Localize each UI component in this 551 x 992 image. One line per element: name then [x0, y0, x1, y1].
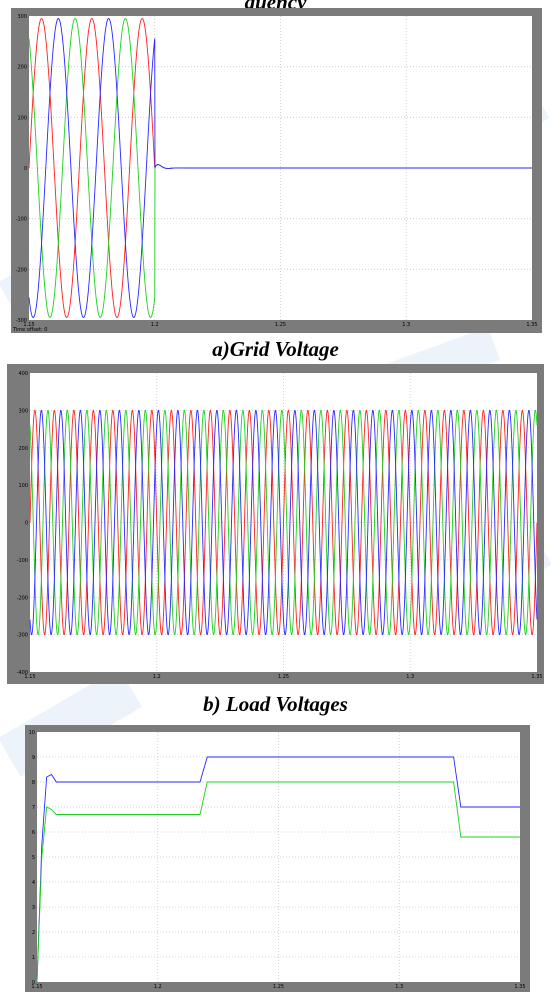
y-tick-label: 0: [32, 980, 35, 986]
x-tick-label: 1.15: [31, 984, 42, 990]
x-tick-label: 1.2: [153, 674, 161, 680]
y-tick-label: 300: [17, 14, 27, 20]
x-tick-label: 1.25: [278, 674, 289, 680]
y-tick-label: 200: [17, 65, 27, 71]
y-tick-label: -300: [17, 633, 28, 639]
x-tick-label: 1.3: [395, 984, 403, 990]
y-tick-label: -100: [16, 217, 27, 223]
y-tick-label: 1: [32, 955, 35, 961]
y-tick-label: 0: [24, 166, 27, 172]
x-tick-label: 1.35: [531, 674, 542, 680]
x-tick-label: 1.25: [275, 322, 286, 328]
y-tick-label: -300: [16, 318, 27, 324]
y-tick-label: 3: [32, 905, 35, 911]
x-tick-label: 1.15: [23, 322, 34, 328]
y-tick-label: 4: [32, 880, 35, 886]
series-line-1: [29, 409, 538, 636]
y-tick-label: 0: [25, 521, 28, 527]
y-tick-label: -100: [17, 558, 28, 564]
scope-rms: 1.15 1.2 1.25 1.3 1.35 10 9 8 7 6 5 4 3 2 1 0: [25, 725, 530, 992]
series-line-2: [29, 409, 538, 636]
y-tick-label: -200: [16, 267, 27, 273]
x-tick-label: 1.2: [154, 984, 162, 990]
series-line-2: [28, 18, 532, 318]
series-line-0: [29, 409, 538, 636]
y-tick-label: -400: [17, 670, 28, 676]
y-tick-label: 5: [32, 855, 35, 861]
x-tick-label: 1.35: [526, 322, 537, 328]
y-tick-label: 200: [18, 446, 28, 452]
x-tick-label: 1.35: [514, 984, 525, 990]
y-tick-label: -200: [17, 595, 28, 601]
y-tick-label: 300: [18, 408, 28, 414]
y-tick-label: 2: [32, 930, 35, 936]
load-voltages-chart: 1.15 1.2 1.25 1.3 1.35 400 300 200 100 0 -100 -200 -…: [17, 371, 543, 680]
y-tick-label: 100: [18, 483, 28, 489]
y-tick-label: 6: [32, 830, 35, 836]
series-line-1: [36, 781, 520, 983]
caption-load-voltages: b) Load Voltages: [203, 692, 348, 716]
caption-grid-voltage: a)Grid Voltage: [212, 337, 339, 361]
time-offset-label: Time offset: 0: [12, 327, 47, 333]
x-tick-label: 1.3: [402, 322, 410, 328]
x-tick-label: 1.25: [273, 984, 284, 990]
series-line-0: [36, 756, 520, 983]
x-tick-label: 1.2: [151, 322, 159, 328]
y-tick-label: 7: [32, 805, 35, 811]
y-tick-label: 8: [32, 780, 35, 786]
y-tick-label: 400: [18, 371, 28, 377]
y-tick-label: 100: [17, 115, 27, 121]
scope-load-voltages: 1.15 1.2 1.25 1.3 1.35 400 300 200 100 0 -100 -200 -…: [7, 364, 544, 684]
x-tick-label: 1.15: [24, 674, 35, 680]
grid-voltage-chart: 1.15 1.2 1.25 1.3 1.35 300 200 100 0 -100 -200 -300…: [12, 14, 538, 333]
x-tick-label: 1.3: [406, 674, 414, 680]
scope-grid-voltage: 1.15 1.2 1.25 1.3 1.35 300 200 100 0 -100 -200 -300…: [11, 8, 542, 333]
y-tick-label: 9: [32, 755, 35, 761]
y-tick-label: 10: [29, 730, 35, 736]
